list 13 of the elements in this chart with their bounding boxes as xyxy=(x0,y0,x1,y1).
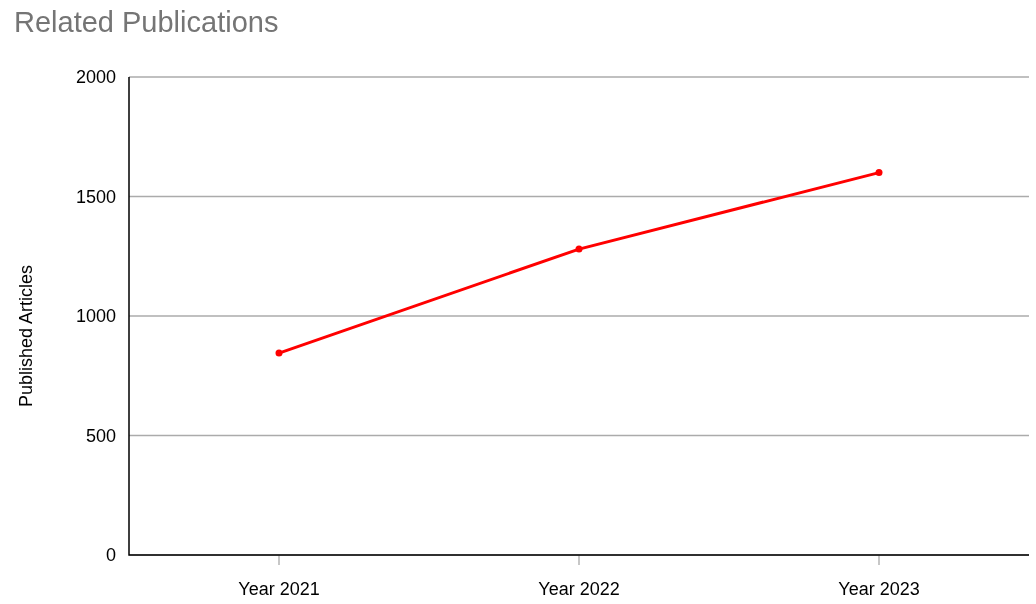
y-axis-title: Published Articles xyxy=(16,264,36,408)
x-tick-label: Year 2023 xyxy=(838,579,920,599)
point xyxy=(575,245,583,253)
y-tick-label: 0 xyxy=(105,545,116,566)
point xyxy=(875,169,883,177)
y-tick-label: 500 xyxy=(85,425,116,446)
chart-title: Related Publications xyxy=(14,6,279,38)
point xyxy=(275,349,283,357)
y-tick-label: 2000 xyxy=(75,67,116,88)
y-tick-label: 1500 xyxy=(75,186,116,207)
x-tick-label: Year 2021 xyxy=(238,579,320,599)
x-tick-label: Year 2022 xyxy=(538,579,620,599)
y-tick-label: 1000 xyxy=(75,306,116,327)
